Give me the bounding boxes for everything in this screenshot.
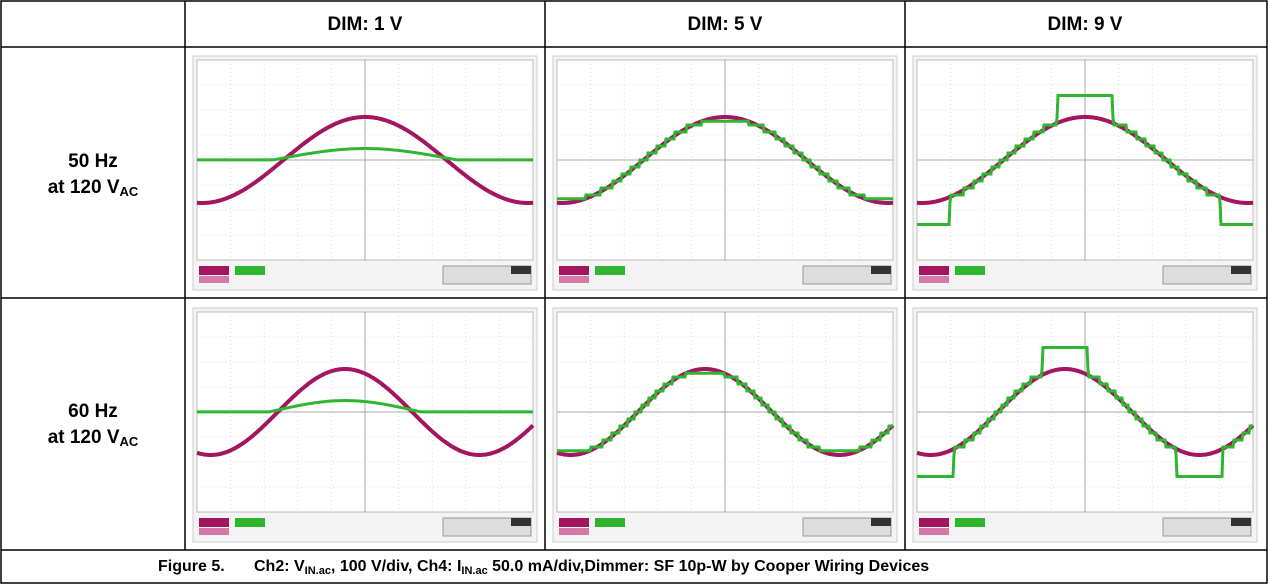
scope-images [193, 56, 1257, 542]
status-box [199, 518, 229, 527]
status-box [919, 528, 949, 535]
status-box [235, 266, 265, 275]
row-condition: at 120 VAC [48, 177, 139, 199]
status-box [955, 518, 985, 527]
caption-subscript: IN.ac [305, 565, 331, 577]
subscript: AC [120, 184, 139, 199]
row-label: 60 Hz [68, 401, 118, 422]
status-box [919, 276, 949, 283]
caption-part: , 100 V/div, Ch4: I [331, 558, 461, 575]
status-box [511, 518, 531, 526]
status-box [511, 266, 531, 274]
subscript: AC [120, 434, 139, 449]
status-box [559, 518, 589, 527]
row-condition: at 120 VAC [48, 427, 139, 449]
status-box [871, 266, 891, 274]
status-box [595, 266, 625, 275]
status-box [595, 518, 625, 527]
caption-part: 50.0 mA/div,Dimmer: SF 10p-W by Cooper W… [488, 558, 930, 575]
status-box [559, 528, 589, 535]
condition-text: at 120 V [48, 427, 120, 448]
status-box [235, 518, 265, 527]
status-box [871, 518, 891, 526]
status-box [199, 528, 229, 535]
status-box [559, 266, 589, 275]
caption-text: Ch2: VIN.ac, 100 V/div, Ch4: IIN.ac 50.0… [254, 558, 929, 577]
status-box [919, 266, 949, 275]
status-box [559, 276, 589, 283]
column-header: DIM: 5 V [688, 14, 763, 35]
status-box [199, 276, 229, 283]
status-box [1231, 266, 1251, 274]
status-box [199, 266, 229, 275]
caption-subscript: IN.ac [461, 565, 487, 577]
column-header: DIM: 1 V [328, 14, 403, 35]
status-box [919, 518, 949, 527]
row-label: 50 Hz [68, 151, 118, 172]
status-box [1231, 518, 1251, 526]
status-box [955, 266, 985, 275]
caption-label: Figure 5. [158, 558, 225, 575]
column-header: DIM: 9 V [1048, 14, 1123, 35]
condition-text: at 120 V [48, 177, 120, 198]
figure: DIM: 1 V DIM: 5 V DIM: 9 V 50 Hz at 120 … [0, 0, 1268, 584]
caption-part: Ch2: V [254, 558, 305, 575]
